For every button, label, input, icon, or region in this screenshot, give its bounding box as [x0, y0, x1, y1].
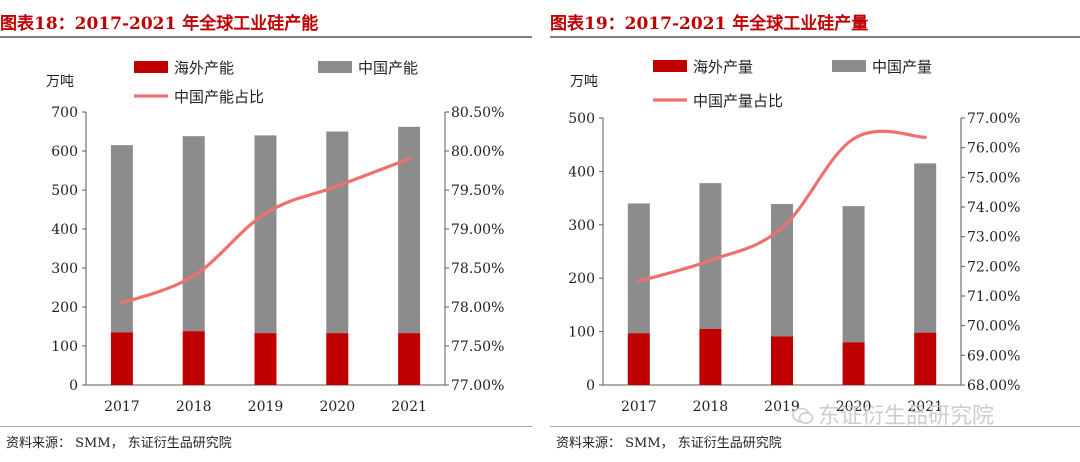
- legend-label: 中国产能: [358, 59, 418, 77]
- y2-tick-label: 77.50%: [451, 339, 504, 355]
- y2-tick-label: 72.00%: [967, 259, 1020, 275]
- bar-中国产能-2017: [110, 145, 133, 333]
- legend-label: 中国产量占比: [693, 92, 783, 110]
- y2-tick-label: 70.00%: [967, 319, 1020, 335]
- line-series-中国产能占比: [120, 157, 411, 305]
- chart-panel-capacity: 图表18：2017-2021 年全球工业硅产能 0 100 200 300 400 500…: [0, 14, 532, 451]
- line-series-中国产量占比: [637, 129, 927, 283]
- legend-label: 海外产量: [693, 58, 753, 76]
- bar-中国产量-2021: [914, 163, 937, 333]
- y-tick-label: 100: [568, 325, 595, 341]
- y-tick-label: 700: [51, 105, 78, 121]
- bar-海外产能-2019: [254, 333, 277, 385]
- y2-tick-label: 71.00%: [967, 289, 1020, 305]
- y2-tick-label: 77.00%: [967, 111, 1020, 127]
- legend-label: 中国产量: [872, 58, 932, 76]
- title-divider: [0, 36, 532, 38]
- x-tick-label: 2018: [176, 399, 212, 415]
- bar-海外产量-2020: [842, 342, 865, 385]
- bar-海外产量-2021: [914, 332, 937, 385]
- chart-panel-output: 图表19：2017-2021 年全球工业硅产量 0 100 200 300 400 500…: [540, 0, 1080, 462]
- y2-tick-label: 78.00%: [451, 300, 504, 316]
- x-tick-label: 2017: [621, 399, 657, 415]
- source-note: 资料来源： SMM， 东证衍生品研究院: [556, 436, 782, 451]
- bar-海外产能-2018: [182, 331, 205, 385]
- bar-中国产量-2020: [842, 206, 865, 343]
- y-tick-label: 600: [51, 144, 78, 160]
- x-tick-label: 2017: [104, 399, 140, 415]
- y2-tick-label: 68.00%: [967, 378, 1020, 394]
- y-tick-label: 100: [51, 339, 78, 355]
- y-tick-label: 500: [51, 183, 78, 199]
- legend-swatch: [653, 60, 687, 72]
- y-tick-label: 300: [568, 218, 595, 234]
- y-tick-label: 500: [568, 111, 595, 127]
- legend-swatch: [832, 60, 866, 72]
- bar-中国产能-2021: [398, 126, 421, 334]
- legend-swatch: [134, 61, 168, 73]
- y2-tick-label: 74.00%: [967, 200, 1020, 216]
- x-tick-label: 2020: [836, 399, 872, 415]
- legend-label: 海外产能: [174, 59, 234, 77]
- chart-title: 图表19：2017-2021 年全球工业硅产量: [550, 14, 869, 34]
- legend-swatch: [318, 61, 352, 73]
- y2-tick-label: 76.00%: [967, 141, 1020, 157]
- y-axis-unit-label: 万吨: [46, 74, 74, 90]
- x-tick-label: 2019: [248, 399, 284, 415]
- y-axis-unit-label: 万吨: [570, 74, 598, 90]
- bar-海外产能-2021: [398, 333, 421, 385]
- y2-tick-label: 79.00%: [451, 222, 504, 238]
- wechat-icon: [792, 407, 814, 424]
- bar-中国产能-2020: [326, 131, 349, 334]
- watermark: 东证衍生品研究院: [792, 398, 994, 430]
- x-tick-label: 2019: [764, 399, 800, 415]
- source-divider: [0, 426, 532, 427]
- bar-海外产能-2020: [326, 333, 349, 385]
- legend-label: 中国产能占比: [174, 88, 264, 106]
- source-divider: [550, 426, 1080, 427]
- y2-tick-label: 77.00%: [451, 378, 504, 394]
- y2-tick-label: 75.00%: [967, 170, 1020, 186]
- bar-中国产能-2018: [182, 136, 205, 332]
- y2-tick-label: 80.00%: [451, 144, 504, 160]
- bar-海外产量-2018: [699, 328, 722, 385]
- y-tick-label: 0: [586, 378, 595, 394]
- y-tick-label: 0: [69, 378, 78, 394]
- y2-tick-label: 69.00%: [967, 348, 1020, 364]
- y2-tick-label: 79.50%: [451, 183, 504, 199]
- chart-canvas: 0 100 200 300 400 500 68.00% 69.00% 70.00% 71.00%…: [568, 58, 1020, 415]
- x-tick-label: 2021: [391, 399, 427, 415]
- title-divider: [550, 36, 1080, 38]
- bar-海外产量-2019: [771, 336, 793, 385]
- bar-中国产能-2019: [254, 135, 277, 334]
- bar-中国产量-2018: [699, 183, 722, 329]
- y-tick-label: 400: [568, 164, 595, 180]
- chart-canvas: 0 100 200 300 400 500 600 700 77.00% 77.50% 78.00%…: [46, 59, 504, 415]
- chart-title: 图表18：2017-2021 年全球工业硅产能: [0, 14, 319, 34]
- bar-海外产能-2017: [110, 332, 133, 385]
- bar-海外产量-2017: [627, 333, 650, 385]
- y-tick-label: 200: [51, 300, 78, 316]
- bar-中国产量-2017: [627, 203, 650, 334]
- x-tick-label: 2018: [693, 399, 729, 415]
- x-tick-label: 2020: [319, 399, 355, 415]
- x-tick-label: 2021: [907, 399, 943, 415]
- bar-中国产量-2019: [771, 203, 793, 337]
- y-tick-label: 400: [51, 222, 78, 238]
- y-tick-label: 200: [568, 271, 595, 287]
- y2-tick-label: 78.50%: [451, 261, 504, 277]
- source-note: 资料来源： SMM， 东证衍生品研究院: [6, 436, 232, 451]
- y2-tick-label: 73.00%: [967, 230, 1020, 246]
- y-tick-label: 300: [51, 261, 78, 277]
- y2-tick-label: 80.50%: [451, 105, 504, 121]
- watermark-text: 东证衍生品研究院: [818, 404, 995, 429]
